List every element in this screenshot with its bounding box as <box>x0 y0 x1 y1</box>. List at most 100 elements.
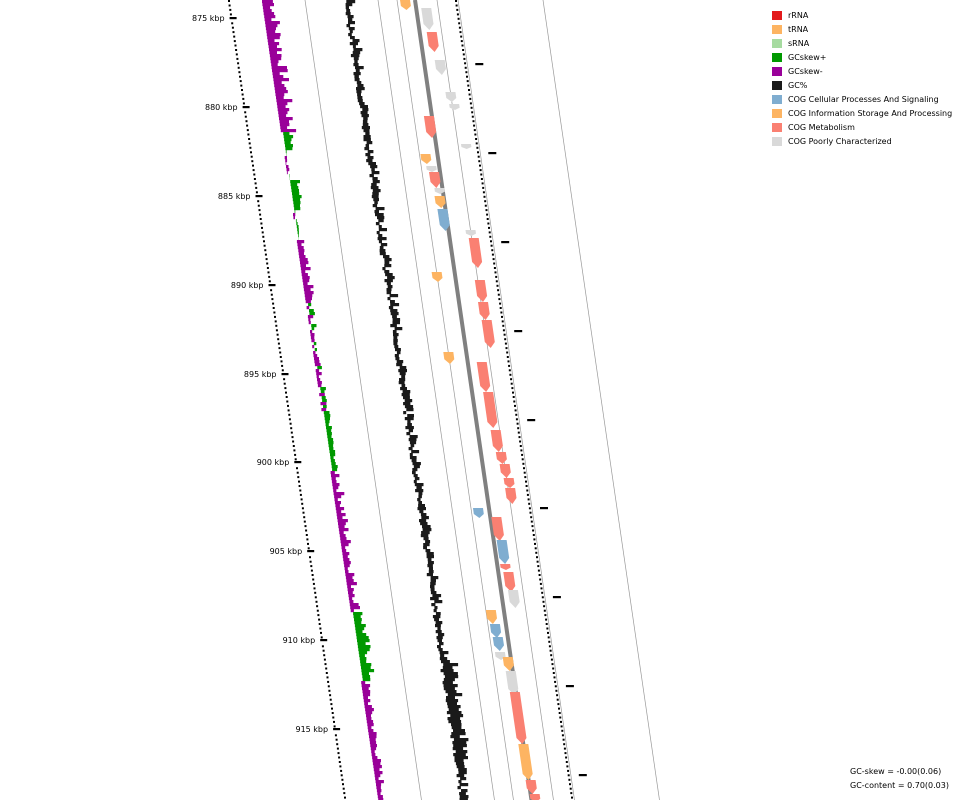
ruler-minor-tick <box>552 667 555 670</box>
gc-skew-bar <box>264 15 276 19</box>
gc-skew-bar <box>357 642 366 646</box>
ruler-minor-tick <box>486 213 489 216</box>
ruler-minor-tick <box>562 738 565 741</box>
ruler-minor-tick <box>232 31 235 34</box>
gc-skew-bar <box>300 261 309 265</box>
gc-content-bar <box>409 453 413 457</box>
ruler-major-tick <box>320 639 328 642</box>
gc-skew-bar <box>331 477 336 481</box>
gc-content-bar <box>453 753 466 757</box>
gc-skew-bar <box>269 48 282 52</box>
gc-skew-bar <box>361 684 371 688</box>
ruler-minor-tick <box>480 173 483 176</box>
gc-content-bar <box>451 732 466 736</box>
ruler-minor-tick <box>501 320 504 323</box>
ruler-minor-tick <box>281 364 284 367</box>
gc-skew-bar <box>366 720 374 724</box>
gc-skew-bar <box>307 315 314 319</box>
gc-content-bar <box>403 411 407 415</box>
cog-feature <box>434 60 446 75</box>
gc-skew-bar <box>297 243 302 247</box>
ruler-minor-tick <box>567 769 570 772</box>
gc-skew-bar <box>309 309 314 313</box>
ruler-minor-tick <box>315 600 318 603</box>
ruler-minor-tick <box>286 400 289 403</box>
legend-item-cog-information: COG Information Storage And Processing <box>772 106 952 120</box>
legend-swatch <box>772 136 782 146</box>
gc-content-bar <box>363 117 368 121</box>
ruler-minor-tick <box>316 609 319 612</box>
legend-swatch <box>772 66 782 76</box>
gc-skew-bar <box>343 561 351 565</box>
ruler-minor-tick <box>553 676 556 679</box>
ruler-minor-tick <box>493 262 496 265</box>
ruler-minor-tick <box>473 124 476 127</box>
ruler-minor-tick <box>473 129 476 132</box>
gc-skew-bar <box>355 627 365 631</box>
ruler-minor-tick <box>507 360 510 363</box>
ruler-minor-tick <box>278 347 281 350</box>
gc-skew-bar <box>270 60 279 64</box>
ruler-minor-tick <box>234 44 237 47</box>
legend-swatch <box>772 10 782 20</box>
gc-content-bar <box>407 414 414 418</box>
ruler-minor-tick <box>343 792 346 795</box>
gc-skew-bar <box>299 255 306 259</box>
ruler-minor-tick <box>332 716 335 719</box>
gc-content-bar <box>356 87 365 91</box>
gc-skew-bar <box>275 93 285 97</box>
cog-feature <box>473 508 484 518</box>
gc-skew-bar <box>277 105 286 109</box>
ring-line <box>304 0 422 800</box>
ruler-minor-tick <box>503 333 506 336</box>
ruler-major-tick <box>501 241 510 244</box>
gc-content-bar <box>348 27 355 31</box>
gc-content-bar <box>372 189 381 193</box>
ruler-minor-tick <box>239 80 242 83</box>
gc-skew-bar <box>354 618 362 622</box>
gc-content-bar <box>370 165 378 169</box>
gc-skew-bar <box>366 714 371 718</box>
gc-skew-bar <box>314 360 320 364</box>
gc-skew-bar <box>277 108 290 112</box>
legend-swatch <box>772 80 782 90</box>
ruler-minor-tick <box>285 391 287 394</box>
gc-skew-bar <box>350 606 360 610</box>
gc-skew-bar <box>376 789 382 793</box>
ruler-minor-tick <box>275 329 278 332</box>
ruler-minor-tick <box>490 240 492 243</box>
cog-feature <box>500 564 511 570</box>
ruler-minor-tick <box>517 431 520 434</box>
gc-skew-bar <box>286 171 288 175</box>
ruler-minor-tick <box>322 649 325 652</box>
gc-content-bar <box>420 522 428 526</box>
gc-skew-bar <box>365 708 374 712</box>
legend-label: GCskew- <box>788 66 823 76</box>
gc-content-bar <box>434 606 438 610</box>
gc-content-bar <box>431 603 436 607</box>
gc-skew-bar <box>362 687 369 691</box>
gc-content-bar <box>386 282 391 286</box>
gc-content-bar <box>390 324 397 328</box>
gc-content-bar <box>413 480 417 484</box>
gc-skew-bar <box>362 675 371 679</box>
gc-skew-bar <box>363 699 371 703</box>
gc-skew-bar <box>376 783 382 787</box>
gc-skew-bar <box>295 219 297 223</box>
gc-skew-bar <box>364 705 372 709</box>
cog-feature <box>507 590 520 608</box>
ruler-minor-tick <box>279 351 282 354</box>
ruler-minor-tick <box>302 511 305 514</box>
gc-skew-stat: GC-skew = -0.00(0.06) <box>850 767 942 776</box>
gc-skew-bar <box>349 603 359 607</box>
legend-item-cog-metabolism: COG Metabolism <box>772 120 952 134</box>
ruler-minor-tick <box>261 226 263 229</box>
gc-skew-bar <box>322 399 327 403</box>
gc-content-bar <box>460 777 467 781</box>
gc-content-bar <box>371 183 377 187</box>
legend-item-gcskew-minus: GCskew- <box>772 64 952 78</box>
gc-content-bar <box>418 501 422 505</box>
gc-content-bar <box>399 372 406 376</box>
gc-content-bar <box>396 351 401 355</box>
gc-skew-bar <box>302 276 310 280</box>
